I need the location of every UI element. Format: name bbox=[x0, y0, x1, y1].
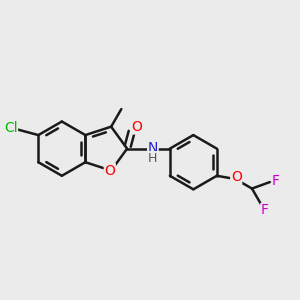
Text: O: O bbox=[131, 120, 142, 134]
Text: N: N bbox=[148, 141, 158, 155]
Text: O: O bbox=[104, 164, 115, 178]
Text: F: F bbox=[272, 174, 280, 188]
Text: O: O bbox=[231, 170, 242, 184]
Text: Cl: Cl bbox=[4, 121, 17, 135]
Text: H: H bbox=[148, 152, 158, 165]
Text: F: F bbox=[261, 203, 269, 218]
